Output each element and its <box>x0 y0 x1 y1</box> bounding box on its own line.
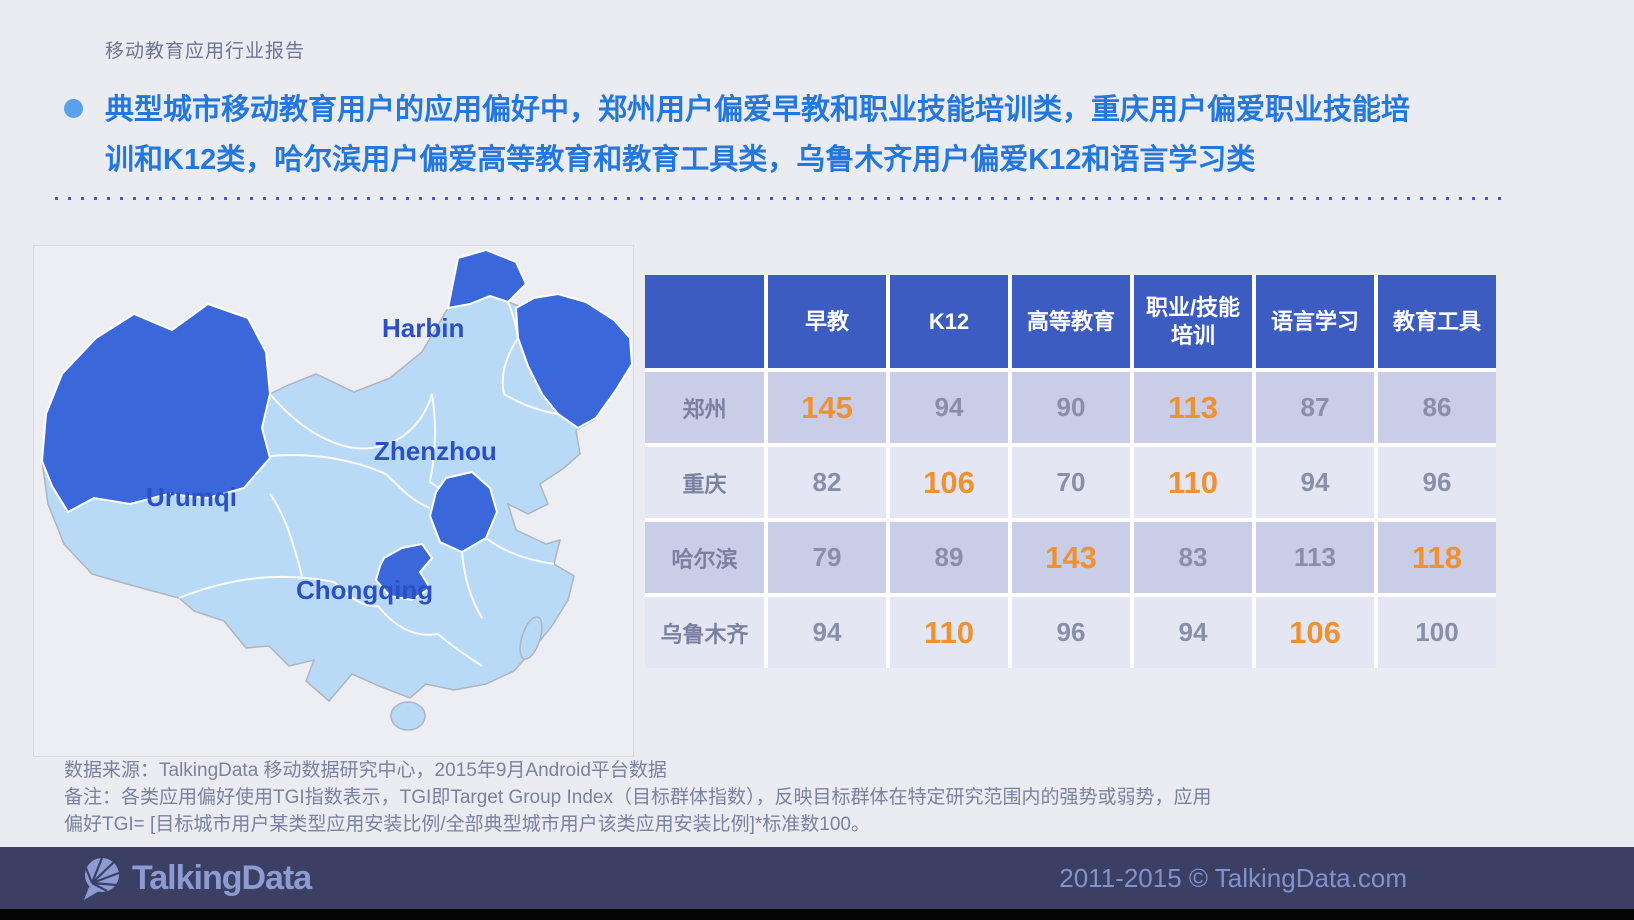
table-cell-value: 113 <box>1256 522 1374 593</box>
table-cell-highlight: 145 <box>768 372 886 443</box>
remark-note-line-2: 偏好TGI= [目标城市用户某类型应用安装比例/全部典型城市用户该类应用安装比例… <box>64 814 870 835</box>
table-corner-cell <box>645 275 764 368</box>
table-cell-value: 86 <box>1378 372 1496 443</box>
table-header-cell: 高等教育 <box>1012 275 1130 368</box>
table-cell-value: 83 <box>1134 522 1252 593</box>
highlighted-provinces <box>40 248 634 602</box>
table-cell-highlight: 110 <box>1134 447 1252 518</box>
table-header-cell: 职业/技能培训 <box>1134 275 1252 368</box>
china-map <box>40 248 634 731</box>
tgi-table: 早教 K12 高等教育 职业/技能培训 语言学习 教育工具 郑州 145 94 90 113 87 86… <box>645 275 1496 668</box>
map-label-chongqing: Chongqing <box>296 575 434 605</box>
map-label-urumqi: Urumqi <box>146 482 237 512</box>
table-row-label: 重庆 <box>645 447 764 518</box>
chongqing-shape <box>374 542 434 602</box>
headline-line-1: 典型城市移动教育用户的应用偏好中，郑州用户偏爱早教和职业技能培训类，重庆用户偏爱… <box>105 94 1411 126</box>
table-header-cell: 语言学习 <box>1256 275 1374 368</box>
table-cell-highlight: 143 <box>1012 522 1130 593</box>
heilongjiang-tip-shape <box>446 248 528 310</box>
table-cell-value: 87 <box>1256 372 1374 443</box>
table-cell-highlight: 106 <box>890 447 1008 518</box>
map-label-harbin: Harbin <box>382 313 465 343</box>
table-cell-value: 82 <box>768 447 886 518</box>
source-note: 数据来源：TalkingData 移动数据研究中心，2015年9月Android… <box>64 760 667 781</box>
copyright-text: 2011-2015 © TalkingData.com <box>1059 862 1407 893</box>
dotted-divider <box>55 197 1507 200</box>
table-row-label: 哈尔滨 <box>645 522 764 593</box>
table-cell-value: 70 <box>1012 447 1130 518</box>
table-cell-highlight: 113 <box>1134 372 1252 443</box>
table-cell-value: 89 <box>890 522 1008 593</box>
table-cell-value: 100 <box>1378 597 1496 668</box>
notes: 数据来源：TalkingData 移动数据研究中心，2015年9月Android… <box>64 757 1534 838</box>
table-cell-highlight: 118 <box>1378 522 1496 593</box>
report-title: 移动教育应用行业报告 <box>105 41 306 62</box>
henan-shape <box>428 470 499 554</box>
table-row-label: 乌鲁木齐 <box>645 597 764 668</box>
heilongjiang-shape <box>514 292 634 430</box>
footer-black-strip <box>0 909 1634 920</box>
table-cell-value: 94 <box>1134 597 1252 668</box>
bullet-icon <box>64 99 83 118</box>
table-cell-value: 94 <box>1256 447 1374 518</box>
table-cell-highlight: 110 <box>890 597 1008 668</box>
hainan-shape <box>390 701 426 731</box>
headline-line-2: 训和K12类，哈尔滨用户偏爱高等教育和教育工具类，乌鲁木齐用户偏爱K12和语言学… <box>105 144 1256 176</box>
table-cell-value: 96 <box>1378 447 1496 518</box>
table-cell-value: 79 <box>768 522 886 593</box>
table-header-cell: 教育工具 <box>1378 275 1496 368</box>
headline: 典型城市移动教育用户的应用偏好中，郑州用户偏爱早教和职业技能培训类，重庆用户偏爱… <box>105 85 1545 185</box>
footer-bar: TalkingData 2011-2015 © TalkingData.com <box>0 847 1634 909</box>
table-cell-value: 96 <box>1012 597 1130 668</box>
talkingdata-logo-icon <box>84 857 120 900</box>
china-map-panel: Harbin Zhenzhou Urumqi Chongqing <box>33 245 634 757</box>
remark-note-line-1: 备注：各类应用偏好使用TGI指数表示，TGI即Target Group Inde… <box>64 787 1212 808</box>
map-label-zhenzhou: Zhenzhou <box>374 436 497 466</box>
taiwan-shape <box>519 616 543 660</box>
table-row-label: 郑州 <box>645 372 764 443</box>
table-cell-highlight: 106 <box>1256 597 1374 668</box>
table-header-cell: 早教 <box>768 275 886 368</box>
table-header-cell: K12 <box>890 275 1008 368</box>
talkingdata-logo-text: TalkingData <box>132 858 312 897</box>
table-cell-value: 94 <box>768 597 886 668</box>
talkingdata-logo: TalkingData <box>78 855 312 901</box>
xinjiang-shape <box>40 302 272 514</box>
table-cell-value: 94 <box>890 372 1008 443</box>
table-cell-value: 90 <box>1012 372 1130 443</box>
